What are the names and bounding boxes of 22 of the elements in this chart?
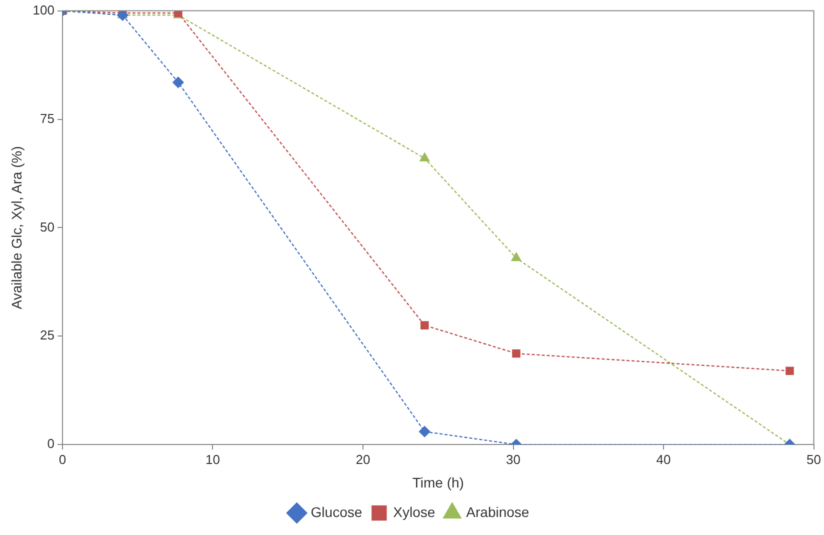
y-tick-label: 50	[40, 219, 54, 234]
point	[512, 349, 520, 358]
y-tick-label: 25	[40, 328, 54, 343]
legend-label: Arabinose	[466, 504, 530, 520]
point	[786, 366, 794, 375]
x-tick-label: 10	[206, 452, 220, 467]
point	[172, 76, 184, 88]
x-tick-label: 0	[58, 452, 66, 467]
x-tick-label: 30	[506, 452, 520, 467]
x-tick-label: 20	[356, 452, 370, 467]
y-tick-label: 0	[47, 436, 54, 452]
y-axis-title: Available Glc, Xyl, Ara (%)	[8, 146, 24, 310]
x-tick-label: 40	[656, 452, 671, 467]
y-tick-label: 100	[32, 2, 54, 18]
point	[511, 252, 522, 262]
legend-label: Glucose	[310, 504, 362, 520]
y-tick-label: 75	[40, 110, 54, 126]
point	[419, 426, 430, 438]
legend-label: Xylose	[393, 504, 436, 520]
x-tick-label: 50	[806, 452, 822, 467]
point	[420, 321, 429, 330]
x-axis-title: Time (h)	[412, 474, 464, 490]
